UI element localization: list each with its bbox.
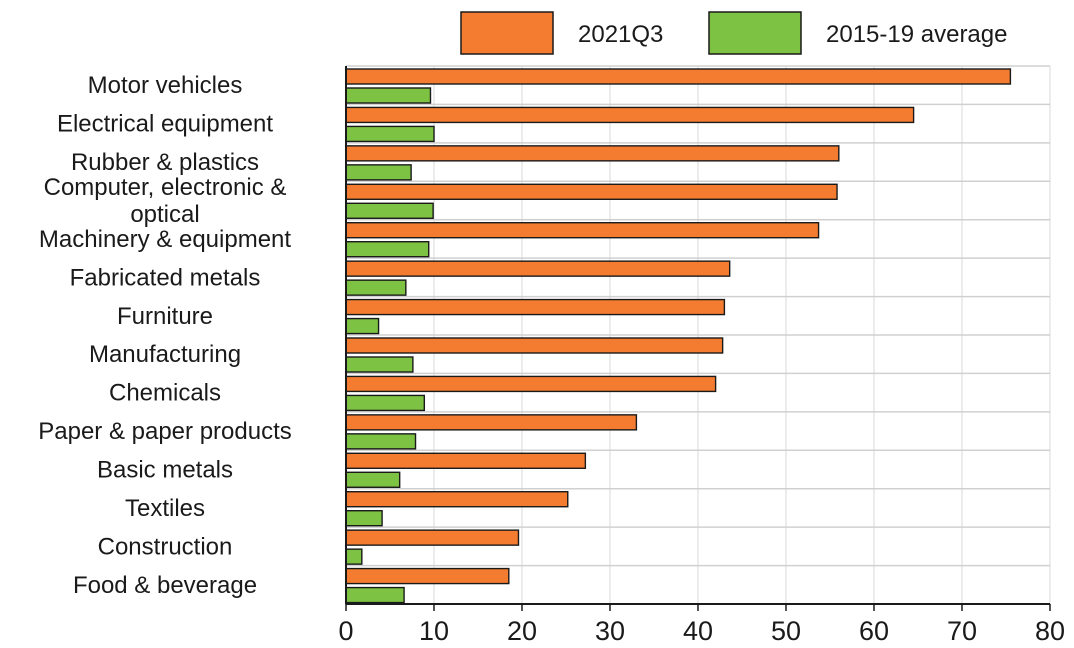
bar-series-2 xyxy=(345,548,363,565)
category-label: Electrical equipment xyxy=(57,111,273,138)
bar-series-1 xyxy=(345,106,915,124)
legend-swatch-2 xyxy=(708,11,802,55)
x-tick-label: 80 xyxy=(1035,616,1065,646)
category-label: Food & beverage xyxy=(73,572,257,599)
x-tick-label: 50 xyxy=(771,616,801,646)
bars xyxy=(345,68,1012,604)
bar-series-2 xyxy=(345,125,435,143)
x-tick-label: 0 xyxy=(338,616,353,646)
x-tick-label: 10 xyxy=(419,616,449,646)
bar-series-2 xyxy=(345,317,380,335)
x-tick-label: 30 xyxy=(595,616,625,646)
x-tick-label: 60 xyxy=(859,616,889,646)
category-label: Textiles xyxy=(125,495,205,522)
bar-series-1 xyxy=(345,414,638,431)
bar-series-2 xyxy=(345,510,383,527)
x-tick-label: 70 xyxy=(947,616,977,646)
bar-series-2 xyxy=(345,433,417,450)
category-label: Computer, electronic & optical xyxy=(44,174,287,228)
bar-series-2 xyxy=(345,87,432,104)
bar-series-2 xyxy=(345,241,430,258)
category-label: Paper & paper products xyxy=(38,418,292,445)
x-tick-label: 40 xyxy=(683,616,713,646)
bar-series-1 xyxy=(345,298,726,316)
category-label: Furniture xyxy=(117,303,213,330)
bar-series-2 xyxy=(345,356,414,373)
category-label: Chemicals xyxy=(109,380,221,407)
category-label: Basic metals xyxy=(97,457,233,484)
legend-label-1: 2021Q3 xyxy=(578,21,663,48)
bar-series-2 xyxy=(345,471,401,488)
category-label: Construction xyxy=(98,533,233,560)
bar-series-1 xyxy=(345,260,731,277)
bar-series-2 xyxy=(345,279,407,296)
category-label: Manufacturing xyxy=(89,341,241,368)
x-axis: 0 10 20 30 40 50 60 70 80 xyxy=(338,66,1065,646)
bar-series-1 xyxy=(345,452,587,469)
bar-series-1 xyxy=(345,222,820,239)
x-tick-label: 20 xyxy=(507,616,537,646)
category-label: Machinery & equipment xyxy=(39,226,291,253)
bar-series-1 xyxy=(345,491,569,508)
bar-series-1 xyxy=(345,337,724,354)
bar-series-2 xyxy=(345,586,405,604)
category-label: Rubber & plastics xyxy=(71,149,259,176)
legend: 2021Q3 2015-19 average xyxy=(460,11,1007,55)
bar-series-1 xyxy=(345,145,840,162)
bar-series-1 xyxy=(345,375,717,393)
bar-series-2 xyxy=(345,394,426,412)
bar-series-1 xyxy=(345,529,520,546)
category-label: Fabricated metals xyxy=(70,264,261,291)
legend-label-2: 2015-19 average xyxy=(826,21,1007,48)
legend-swatch-1 xyxy=(460,11,554,55)
bar-series-1 xyxy=(345,567,510,585)
bar-series-1 xyxy=(345,183,838,200)
bar-series-2 xyxy=(345,202,434,219)
category-label: Motor vehicles xyxy=(88,72,243,99)
category-labels: Motor vehicles Electrical equipment Rubber… xyxy=(38,72,292,599)
bar-series-2 xyxy=(345,164,412,181)
bar-series-1 xyxy=(345,68,1012,85)
